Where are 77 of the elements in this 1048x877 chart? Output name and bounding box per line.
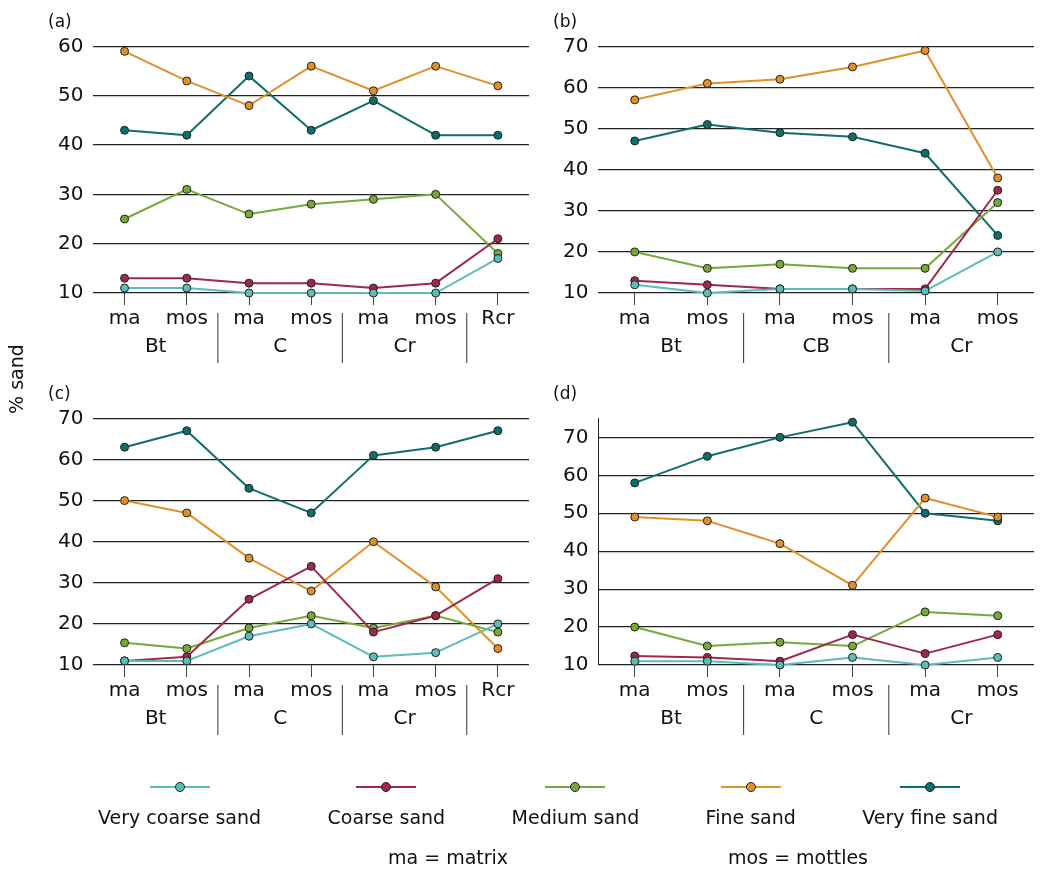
y-tick-label: 50 bbox=[58, 486, 84, 511]
y-tick-label: 20 bbox=[58, 610, 84, 635]
text: Bt bbox=[660, 333, 682, 358]
y-tick-label: 20 bbox=[563, 613, 589, 638]
x-tick-label: ma bbox=[108, 677, 141, 702]
x-tick-label: mos bbox=[165, 677, 208, 702]
x-tick-label: mos bbox=[686, 677, 729, 702]
text: Bt bbox=[144, 705, 167, 730]
x-tick-label: Rcr bbox=[481, 305, 516, 330]
y-tick-label: 60 bbox=[563, 461, 589, 486]
y-tick-label: 10 bbox=[58, 651, 84, 676]
chart-title: (d) bbox=[553, 382, 578, 403]
y-tick-label: 10 bbox=[563, 279, 589, 304]
x-tick-label: mos bbox=[414, 677, 457, 702]
chart-title: (c) bbox=[48, 382, 71, 403]
x-tick-label: ma bbox=[357, 305, 390, 330]
y-tick-label: 40 bbox=[58, 527, 84, 552]
text: Bt bbox=[144, 333, 167, 358]
y-tick-label: 20 bbox=[563, 238, 589, 263]
x-tick-label: ma bbox=[618, 305, 651, 330]
y-tick-label: 30 bbox=[563, 197, 589, 221]
chart-title: (b) bbox=[553, 10, 578, 31]
y-axis-title: % sand bbox=[7, 343, 27, 416]
x-tick-label: ma bbox=[909, 677, 941, 702]
y-tick-label: 70 bbox=[563, 32, 589, 57]
y-tick-label: 50 bbox=[563, 499, 589, 524]
x-tick-label: ma bbox=[618, 677, 651, 702]
x-tick-label: mos bbox=[686, 305, 729, 330]
legend-label: Fine sand bbox=[705, 806, 796, 828]
y-tick-label: 10 bbox=[58, 279, 84, 304]
y-tick-label: 60 bbox=[58, 445, 84, 470]
text: C bbox=[273, 333, 288, 358]
y-tick-label: 60 bbox=[58, 32, 84, 57]
x-tick-label: mos bbox=[976, 305, 1019, 330]
y-tick-label: 40 bbox=[58, 131, 84, 156]
y-tick-label: 40 bbox=[563, 155, 589, 180]
text: mos = mottles bbox=[728, 846, 868, 868]
y-tick-label: 30 bbox=[58, 569, 84, 593]
x-tick-label: mos bbox=[165, 305, 208, 330]
legend-label: Very fine sand bbox=[862, 806, 998, 828]
x-tick-label: ma bbox=[108, 305, 141, 330]
x-tick-label: mos bbox=[831, 677, 874, 702]
y-tick-label: 50 bbox=[58, 81, 84, 106]
y-tick-label: 70 bbox=[563, 423, 589, 448]
text: CB bbox=[802, 333, 831, 358]
y-tick-label: 30 bbox=[563, 575, 589, 600]
x-tick-label: ma bbox=[909, 305, 941, 330]
x-tick-label: mos bbox=[831, 305, 874, 330]
text: Cr bbox=[393, 333, 417, 358]
legend-label: Medium sand bbox=[511, 806, 640, 828]
y-tick-label: 30 bbox=[58, 180, 84, 205]
x-tick-label: mos bbox=[290, 677, 333, 702]
y-tick-label: 20 bbox=[58, 229, 84, 254]
x-tick-label: Rcr bbox=[481, 677, 516, 702]
x-tick-label: ma bbox=[233, 677, 265, 702]
text: Bt bbox=[660, 705, 682, 730]
y-tick-label: 70 bbox=[58, 404, 84, 429]
legend-label: Coarse sand bbox=[327, 806, 446, 828]
x-tick-label: ma bbox=[764, 305, 796, 330]
x-tick-label: mos bbox=[414, 305, 457, 330]
x-tick-label: mos bbox=[290, 305, 333, 330]
text: ma = matrix bbox=[388, 846, 509, 868]
chart-title: (a) bbox=[48, 10, 72, 31]
y-tick-label: 50 bbox=[563, 114, 589, 139]
text: C bbox=[273, 705, 288, 730]
y-tick-label: 10 bbox=[563, 651, 589, 676]
legend-label: Very coarse sand bbox=[98, 806, 262, 828]
x-tick-label: ma bbox=[233, 305, 265, 330]
y-tick-label: 40 bbox=[563, 537, 589, 562]
text: Cr bbox=[393, 705, 417, 730]
x-tick-label: mos bbox=[976, 677, 1019, 702]
y-tick-label: 60 bbox=[563, 73, 589, 98]
text: C bbox=[809, 705, 824, 730]
text: Cr bbox=[950, 705, 974, 730]
x-tick-label: ma bbox=[764, 677, 796, 702]
x-tick-label: ma bbox=[357, 677, 390, 702]
text: Cr bbox=[950, 333, 974, 358]
